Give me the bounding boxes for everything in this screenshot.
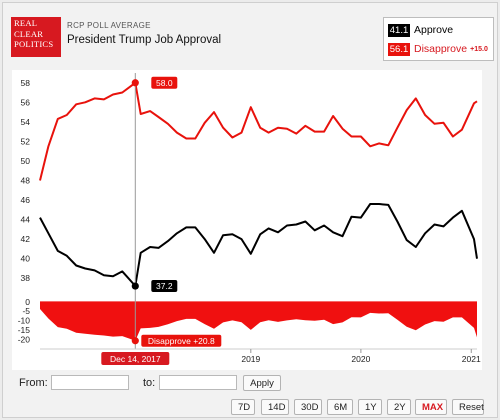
crosshair-disapprove-label: 58.0 bbox=[156, 78, 173, 88]
header: REAL CLEAR POLITICS RCP POLL AVERAGE Pre… bbox=[3, 3, 497, 65]
range-controls: From: to: Apply 7D 14D 30D 6M 1Y 2Y MAX … bbox=[3, 371, 497, 417]
y-tick-label: 40 bbox=[21, 254, 31, 264]
from-label: From: bbox=[19, 377, 48, 389]
approve-line bbox=[39, 203, 478, 287]
legend-disapprove-label: Disapprove bbox=[414, 43, 468, 55]
chart-supertitle: RCP POLL AVERAGE bbox=[67, 21, 151, 30]
spread-tick-label: -10 bbox=[18, 316, 31, 326]
legend-approve: 41.1 Approve bbox=[388, 23, 453, 37]
logo-line: REAL bbox=[14, 18, 38, 28]
logo-line: CLEAR bbox=[14, 28, 44, 39]
x-tick-label: 2020 bbox=[351, 354, 370, 364]
legend-disapprove-delta: +15.0 bbox=[470, 45, 488, 53]
crosshair-date-label: Dec 14, 2017 bbox=[110, 354, 161, 364]
chart-title: President Trump Job Approval bbox=[67, 34, 222, 46]
crosshair: 58.0 37.2 Disapprove +20.8 bbox=[131, 73, 222, 349]
crosshair-disapprove-marker bbox=[131, 79, 139, 87]
range-1y-button[interactable]: 1Y bbox=[358, 399, 382, 415]
crosshair-spread-label: Disapprove +20.8 bbox=[148, 336, 215, 346]
logo-line: POLITICS bbox=[14, 39, 54, 49]
range-7d-button[interactable]: 7D bbox=[231, 399, 255, 415]
y-tick-label: 46 bbox=[21, 195, 31, 205]
reset-button[interactable]: Reset bbox=[452, 399, 484, 415]
y-tick-label: 44 bbox=[21, 215, 31, 225]
crosshair-disapprove-label-box bbox=[151, 76, 178, 89]
x-axis: 2019 2020 2021 Dec 14, 2017 bbox=[40, 348, 481, 365]
legend-disapprove-value: 56.1 bbox=[388, 42, 410, 56]
spread-area bbox=[40, 301, 477, 341]
crosshair-approve-label-box bbox=[151, 280, 178, 293]
x-tick-label: 2019 bbox=[241, 354, 260, 364]
y-tick-label: 54 bbox=[21, 117, 31, 127]
y-axis: 38 40 42 44 46 48 50 52 54 56 58 0-5-10-15-20 bbox=[18, 78, 31, 344]
legend-approve-value: 41.1 bbox=[388, 23, 410, 37]
from-date-input[interactable] bbox=[51, 375, 129, 390]
y-tick-label: 58 bbox=[21, 78, 31, 88]
y-tick-label: 56 bbox=[21, 97, 31, 107]
y-tick-label: 38 bbox=[21, 273, 31, 283]
legend-approve-label: Approve bbox=[414, 24, 454, 36]
spread-tick-label: 0 bbox=[25, 297, 30, 307]
spread-tick-label: -5 bbox=[22, 306, 30, 316]
x-tick-label: 2021 bbox=[462, 354, 481, 364]
y-tick-label: 52 bbox=[21, 136, 31, 146]
range-6m-button[interactable]: 6M bbox=[327, 399, 353, 415]
range-2y-button[interactable]: 2Y bbox=[387, 399, 411, 415]
spread-tick-label: -15 bbox=[18, 325, 31, 335]
y-tick-label: 50 bbox=[21, 156, 31, 166]
to-date-input[interactable] bbox=[159, 375, 237, 390]
crosshair-date-box bbox=[101, 352, 170, 365]
crosshair-spread-label-box bbox=[141, 334, 222, 347]
crosshair-approve-label: 37.2 bbox=[156, 281, 173, 291]
approval-chart[interactable]: 38 40 42 44 46 48 50 52 54 56 58 0-5-10-15-20 58.0 3… bbox=[12, 70, 482, 370]
legend-disapprove: 56.1 Disapprove +15.0 bbox=[388, 42, 488, 56]
disapprove-line bbox=[39, 81, 478, 181]
spread-tick-label: -20 bbox=[18, 334, 31, 344]
y-tick-label: 42 bbox=[21, 234, 31, 244]
spread-area-fill bbox=[40, 301, 477, 341]
range-14d-button[interactable]: 14D bbox=[261, 399, 289, 415]
series-lines bbox=[39, 81, 478, 287]
legend: 41.1 Approve 56.1 Disapprove +15.0 bbox=[383, 17, 494, 61]
crosshair-spread-marker bbox=[131, 337, 139, 345]
crosshair-approve-marker bbox=[131, 282, 139, 290]
range-max-button[interactable]: MAX bbox=[415, 399, 447, 415]
to-label: to: bbox=[143, 377, 156, 389]
y-tick-label: 48 bbox=[21, 176, 31, 186]
range-30d-button[interactable]: 30D bbox=[294, 399, 322, 415]
rcp-logo[interactable]: REAL CLEAR POLITICS bbox=[11, 17, 61, 57]
apply-button[interactable]: Apply bbox=[243, 375, 281, 391]
